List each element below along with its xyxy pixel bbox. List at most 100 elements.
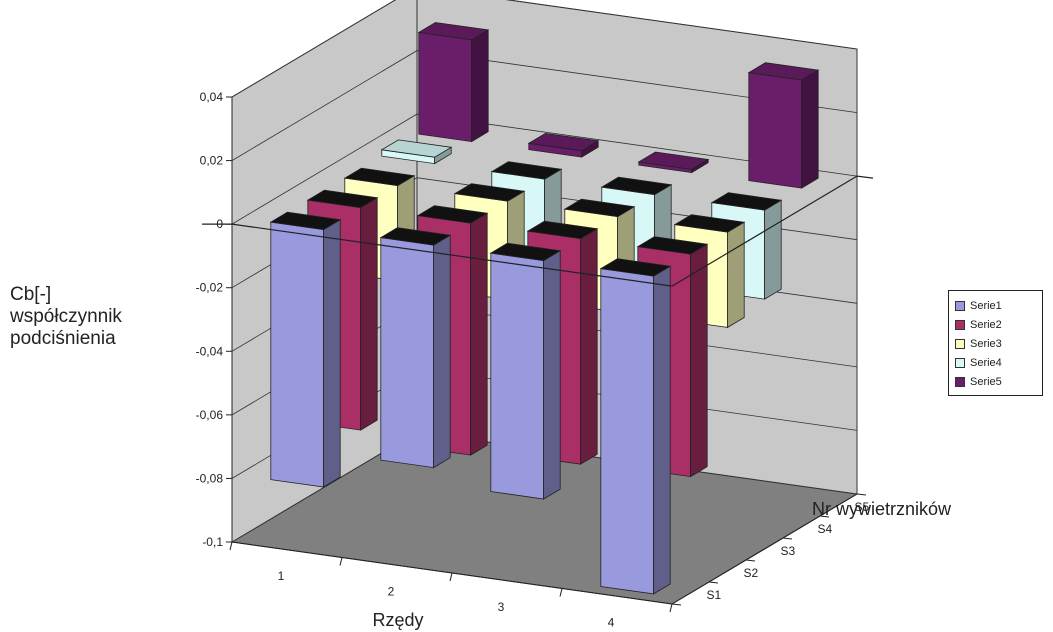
depth-axis-line bbox=[671, 493, 858, 605]
x-tick-label: 3 bbox=[498, 600, 505, 614]
bar-top-face bbox=[637, 151, 710, 170]
legend-label: Serie1 bbox=[970, 299, 1002, 312]
bar-side-face bbox=[690, 243, 708, 478]
legend-item: Serie1 bbox=[955, 296, 1042, 315]
gridline bbox=[231, 113, 858, 225]
bar-top-face bbox=[269, 211, 342, 231]
bar-side-face bbox=[543, 249, 561, 500]
bar-side-face bbox=[433, 234, 451, 469]
x-tick-label: 4 bbox=[608, 615, 615, 629]
bar-front-face bbox=[418, 31, 473, 143]
legend-swatch bbox=[955, 338, 965, 349]
tick-labels: 0,04 0,02 0 -0,02 -0,04 -0,06 -0,08 -0,1 1 2 3 4 S1 S… bbox=[196, 90, 870, 629]
bar-top-face bbox=[380, 139, 453, 158]
y-tick-label: -0,02 bbox=[196, 281, 224, 295]
depth-tick bbox=[745, 559, 756, 562]
depth-tick bbox=[819, 515, 830, 518]
x-tick bbox=[229, 541, 233, 551]
x-axis-title: Rzędy bbox=[372, 610, 423, 630]
gridline bbox=[231, 50, 858, 161]
y-tick-label: -0,1 bbox=[202, 535, 223, 549]
y-tick-label: -0,06 bbox=[196, 408, 224, 422]
bar-top-face bbox=[343, 167, 416, 187]
y-tick-label: -0,04 bbox=[196, 344, 224, 358]
x-tick-label: 1 bbox=[278, 569, 285, 583]
bar-side-face bbox=[323, 218, 341, 488]
bar-side-face bbox=[360, 196, 378, 431]
bar-top-face bbox=[526, 220, 599, 240]
zero-plane-line bbox=[231, 175, 858, 287]
depth-tick-label: S1 bbox=[707, 588, 722, 602]
bar-top-face bbox=[710, 192, 783, 211]
bar-side-face bbox=[727, 221, 745, 329]
bar-side-face bbox=[801, 69, 819, 189]
y-tick-label: 0,02 bbox=[200, 154, 224, 168]
legend-swatch bbox=[955, 376, 965, 387]
bar-front-face bbox=[748, 72, 802, 189]
bar bbox=[489, 242, 562, 500]
y-axis-title-line: współczynnik bbox=[10, 306, 122, 327]
legend: Serie1 Serie2 Serie3 Serie4 Serie5 bbox=[948, 290, 1043, 396]
bar-side-face bbox=[653, 265, 671, 595]
legend-swatch bbox=[955, 319, 965, 330]
legend-item: Serie3 bbox=[955, 334, 1042, 353]
legend-swatch bbox=[955, 357, 965, 368]
bar-top-face bbox=[417, 22, 490, 41]
depth-axis-title: Nr wywietrzników bbox=[812, 499, 952, 519]
legend-item: Serie5 bbox=[955, 372, 1042, 391]
legend-label: Serie4 bbox=[970, 356, 1002, 369]
gridline bbox=[231, 0, 858, 98]
bar-top-face bbox=[453, 183, 526, 202]
bar bbox=[379, 227, 452, 469]
bar bbox=[527, 132, 600, 158]
bar-top-face bbox=[490, 161, 563, 180]
bar-top-face bbox=[599, 258, 672, 277]
bar bbox=[637, 151, 710, 174]
legend-swatch bbox=[955, 300, 965, 311]
depth-tick bbox=[782, 537, 793, 540]
bar-side-face bbox=[470, 212, 488, 456]
y-tick-label: 0 bbox=[216, 217, 223, 231]
depth-tick-label: S3 bbox=[781, 544, 796, 558]
bar-front-face bbox=[490, 252, 544, 500]
depth-tick bbox=[671, 603, 682, 606]
depth-tick bbox=[856, 493, 867, 496]
bar-side-face bbox=[764, 199, 782, 300]
y-axis-title-line: Cb[-] bbox=[10, 284, 52, 305]
y-tick-label: -0,08 bbox=[196, 471, 224, 485]
legend-item: Serie4 bbox=[955, 353, 1042, 372]
bar-top-face bbox=[527, 132, 600, 152]
bar-top-face bbox=[636, 236, 709, 255]
bar bbox=[269, 211, 342, 488]
bar bbox=[599, 258, 672, 595]
depth-tick-label: S2 bbox=[744, 566, 759, 580]
bar-front-face bbox=[270, 221, 325, 488]
legend-label: Serie5 bbox=[970, 375, 1002, 388]
y-axis-title: Cb[-] współczynnik podciśnienia bbox=[10, 284, 200, 350]
bar-top-face bbox=[747, 62, 820, 81]
x-tick bbox=[559, 588, 563, 597]
legend-label: Serie3 bbox=[970, 337, 1002, 350]
zero-line-ext bbox=[856, 175, 874, 179]
bar-top-face bbox=[673, 214, 746, 233]
legend-item: Serie2 bbox=[955, 315, 1042, 334]
axes bbox=[202, 96, 874, 613]
x-tick bbox=[669, 603, 673, 613]
bar-top-face bbox=[379, 227, 452, 246]
y-axis-title-line: podciśnienia bbox=[10, 328, 116, 349]
bar-side-face bbox=[580, 227, 598, 465]
depth-tick-label: S4 bbox=[818, 522, 833, 536]
x-tick bbox=[449, 572, 453, 582]
bar-front-face bbox=[600, 268, 654, 595]
bar bbox=[417, 22, 490, 143]
bar-side-face bbox=[471, 29, 489, 143]
bars bbox=[269, 22, 820, 595]
bar-top-face bbox=[306, 189, 379, 209]
depth-tick bbox=[708, 581, 719, 584]
bar-front-face bbox=[380, 237, 435, 469]
bar-top-face bbox=[416, 205, 489, 224]
bar bbox=[747, 62, 820, 189]
bar-top-face bbox=[563, 198, 636, 218]
bar bbox=[380, 139, 453, 165]
